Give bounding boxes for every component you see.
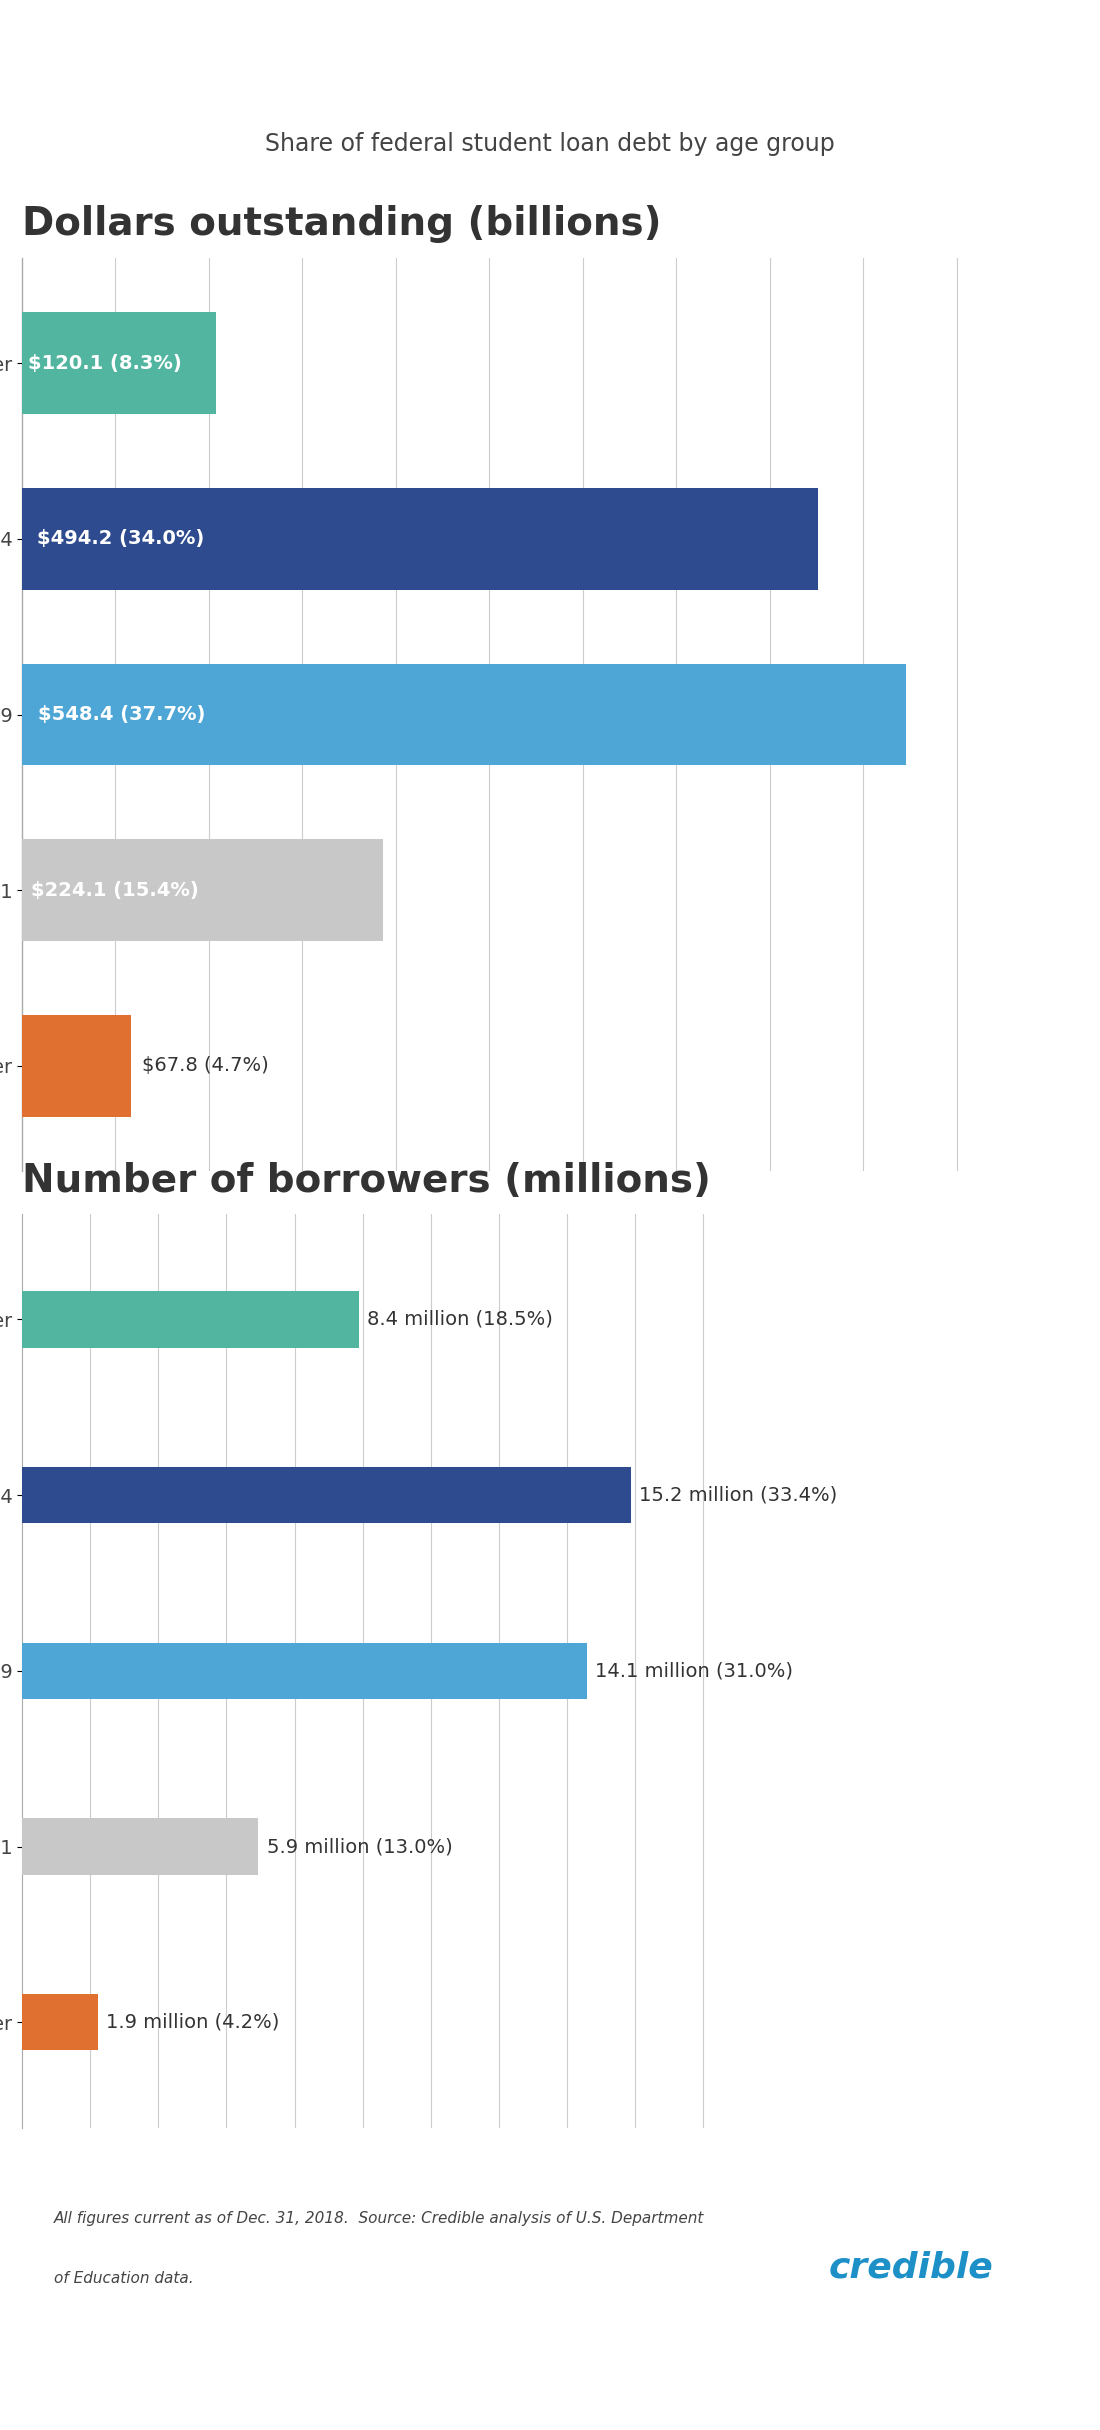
Bar [22, 1643, 587, 1699]
Bar [22, 1818, 258, 1874]
Bar [22, 1468, 631, 1524]
Text: of Education data.: of Education data. [54, 2272, 194, 2287]
Text: Number of borrowers (millions): Number of borrowers (millions) [22, 1162, 711, 1200]
Text: 14.1 million (31.0%): 14.1 million (31.0%) [595, 1662, 793, 1682]
Text: $67.8 (4.7%): $67.8 (4.7%) [143, 1057, 270, 1076]
Text: $224.1 (15.4%): $224.1 (15.4%) [31, 880, 198, 899]
Bar [22, 1016, 131, 1118]
Text: 15.2 million (33.4%): 15.2 million (33.4%) [639, 1485, 837, 1504]
Bar [22, 311, 216, 413]
Bar [22, 1995, 98, 2051]
Bar [22, 663, 905, 765]
Text: Dollars outstanding (billions): Dollars outstanding (billions) [22, 207, 661, 243]
Bar [22, 1290, 359, 1349]
Text: $120.1 (8.3%): $120.1 (8.3%) [29, 355, 182, 372]
Text: 8.4 million (18.5%): 8.4 million (18.5%) [366, 1310, 552, 1329]
Text: $548.4 (37.7%): $548.4 (37.7%) [39, 705, 206, 724]
Text: Share of federal student loan debt by age group: Share of federal student loan debt by ag… [265, 131, 835, 156]
Text: 1.9 million (4.2%): 1.9 million (4.2%) [107, 2012, 279, 2031]
Text: All figures current as of Dec. 31, 2018.  Source: Credible analysis of U.S. Depa: All figures current as of Dec. 31, 2018.… [54, 2211, 704, 2226]
Bar [22, 488, 818, 590]
Bar [22, 838, 383, 940]
Text: 5.9 million (13.0%): 5.9 million (13.0%) [266, 1837, 452, 1857]
Text: credible: credible [828, 2250, 993, 2284]
Text: $494.2 (34.0%): $494.2 (34.0%) [37, 530, 205, 549]
